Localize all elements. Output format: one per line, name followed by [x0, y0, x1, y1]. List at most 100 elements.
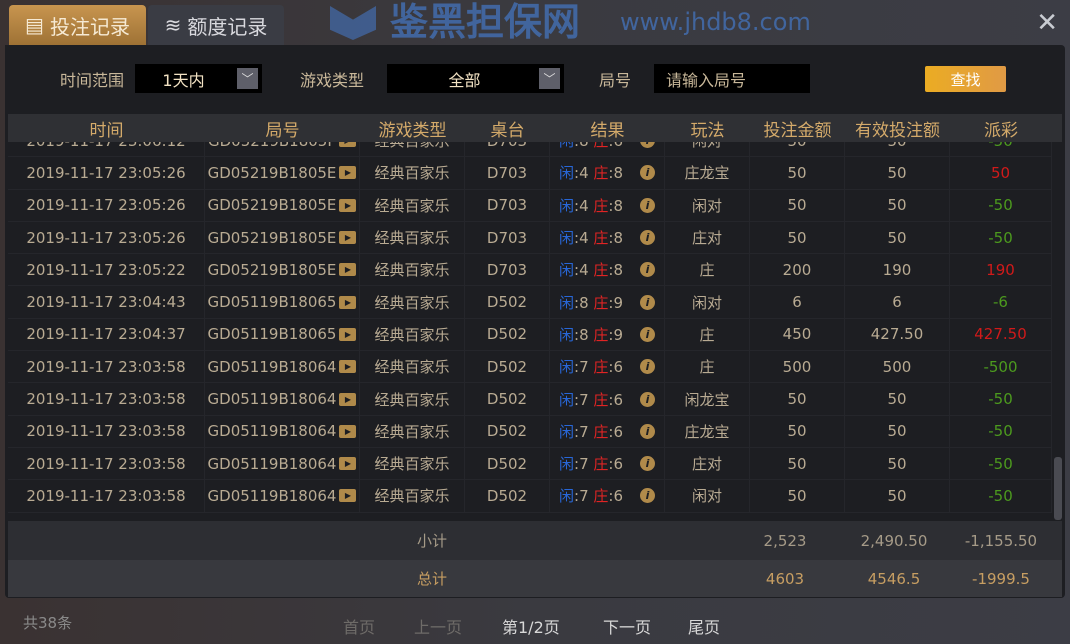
round-cell: GD05219B1805E ▶ — [205, 157, 360, 189]
player-score: 8 — [579, 142, 589, 150]
round-cell: GD05119B18064 ▶ — [205, 383, 360, 415]
column-header: 投注金额 — [763, 120, 832, 141]
play-video-icon[interactable]: ▶ — [339, 263, 357, 277]
result-cell: 闲:7 庄:6 i — [550, 383, 665, 415]
play-video-icon[interactable]: ▶ — [339, 360, 357, 374]
result-cell: 闲:8 庄:6i — [550, 142, 665, 157]
search-button[interactable]: 查找 — [925, 66, 1006, 92]
total-amount: 4603 — [765, 569, 805, 588]
player-score: 7 — [579, 455, 589, 474]
valid-amount-cell: 50 — [845, 383, 950, 415]
amount-cell: 6 — [750, 286, 845, 318]
info-icon[interactable]: i — [640, 326, 656, 342]
total-label: 总计 — [416, 570, 448, 588]
round-cell: GD05119B18064 ▶ — [205, 351, 360, 383]
play-video-icon[interactable]: ▶ — [339, 295, 357, 309]
result-cell: 闲:7 庄:6 i — [550, 447, 665, 480]
play-video-icon[interactable]: ▶ — [339, 166, 357, 180]
info-icon[interactable]: i — [640, 359, 656, 375]
player-label: 闲 — [559, 142, 574, 150]
round-id: GD05119B18064 — [207, 357, 337, 376]
round-id: GD05219B1805E — [207, 260, 337, 279]
amount-cell: 50 — [750, 189, 845, 221]
bet-type-cell: 庄龙宝 — [665, 157, 750, 189]
info-icon[interactable]: i — [640, 294, 656, 310]
next-page-link[interactable]: 下一页 — [603, 618, 652, 637]
info-icon[interactable]: i — [640, 423, 656, 439]
time-cell: 2019-11-17 23:04:43 — [8, 286, 205, 318]
round-id: GD05119B18064 — [207, 390, 337, 409]
player-score: 8 — [579, 325, 589, 344]
record-count: 共38条 — [23, 614, 73, 632]
game-cell: 经典百家乐 — [360, 447, 465, 480]
time-range-value: 1天内 — [162, 70, 205, 90]
time-cell: 2019-11-17 23:04:37 — [8, 318, 205, 351]
play-video-icon[interactable]: ▶ — [339, 457, 357, 471]
table-cell: D703 — [465, 221, 550, 254]
last-page-link[interactable]: 尾页 — [688, 618, 721, 637]
play-video-icon[interactable]: ▶ — [339, 231, 357, 245]
subtotal-row: 小计 2,523 2,490.50 -1,155.50 — [8, 521, 1062, 560]
play-video-icon[interactable]: ▶ — [339, 489, 357, 503]
payout-cell: -50 — [950, 221, 1052, 254]
player-score: 7 — [579, 487, 589, 506]
table-header: 时间 局号 游戏类型 桌台 结果 玩法 投注金额 有效投注额 派彩 — [8, 114, 1062, 142]
payout-cell: 50 — [950, 157, 1052, 189]
info-icon[interactable]: i — [640, 142, 656, 149]
payout-cell: -6 — [950, 286, 1052, 318]
payout-cell: -50 — [950, 447, 1052, 480]
time-cell: 2019-11-17 23:03:58 — [8, 415, 205, 447]
round-cell: GD05119B18065 ▶ — [205, 286, 360, 318]
tab-credit-records[interactable]: ≋ 额度记录 — [148, 5, 284, 45]
valid-amount-cell: 50 — [845, 221, 950, 254]
table-row: 2019-11-17 23:05:26 GD05219B1805E ▶ 经典百家乐… — [8, 157, 1052, 190]
play-video-icon[interactable]: ▶ — [339, 198, 357, 212]
info-icon[interactable]: i — [640, 391, 656, 407]
scrollbar[interactable] — [1054, 457, 1062, 520]
result-cell: 闲:8 庄:9 i — [550, 318, 665, 351]
info-icon[interactable]: i — [640, 456, 656, 472]
time-cell: 2019-11-17 23:05:26 — [8, 189, 205, 221]
table-cell: D502 — [465, 351, 550, 383]
table-cell: D502 — [465, 447, 550, 480]
player-score: 7 — [579, 358, 589, 377]
player-label: 闲 — [558, 293, 574, 312]
amount-cell: 450 — [750, 318, 845, 351]
game-cell: 经典百家乐 — [360, 286, 465, 318]
amount-cell: 50 — [750, 142, 845, 157]
column-header: 结果 — [590, 120, 625, 141]
bet-type-cell: 闲对 — [665, 189, 750, 221]
first-page-link[interactable]: 首页 — [343, 618, 376, 637]
round-cell: GD05219B1805F▶ — [205, 142, 360, 157]
play-video-icon[interactable]: ▶ — [339, 327, 357, 341]
player-label: 闲 — [558, 390, 574, 409]
payout-cell: 427.50 — [950, 318, 1052, 351]
play-video-icon[interactable]: ▶ — [339, 424, 357, 438]
info-icon[interactable]: i — [640, 262, 656, 278]
info-icon[interactable]: i — [640, 230, 656, 246]
result-cell: 闲:8 庄:9 i — [550, 286, 665, 318]
game-type-select[interactable]: 全部 ﹀ — [387, 64, 564, 93]
time-cell: 2019-11-17 23:03:58 — [8, 383, 205, 415]
banker-score: 6 — [613, 390, 624, 409]
info-icon[interactable]: i — [640, 488, 656, 504]
banker-label: 庄 — [593, 325, 609, 344]
play-video-icon[interactable]: ▶ — [339, 392, 357, 406]
player-score: 4 — [579, 196, 589, 215]
watermark-text: 鉴黑担保网 — [390, 0, 581, 44]
table-cell: D703 — [465, 157, 550, 189]
game-type-value: 全部 — [448, 70, 481, 90]
amount-cell: 50 — [750, 221, 845, 254]
round-input[interactable]: 请输入局号 — [654, 64, 810, 93]
close-icon[interactable]: ✕ — [1036, 8, 1058, 38]
valid-amount-cell: 190 — [845, 254, 950, 286]
payout-cell: -50 — [950, 383, 1052, 415]
time-range-select[interactable]: 1天内 ﹀ — [135, 64, 262, 93]
info-icon[interactable]: i — [640, 165, 656, 181]
play-video-icon[interactable]: ▶ — [338, 142, 356, 148]
payout-cell: -50 — [950, 415, 1052, 447]
tab-bet-records[interactable]: ▤ 投注记录 — [9, 5, 146, 45]
info-icon[interactable]: i — [640, 197, 656, 213]
prev-page-link[interactable]: 上一页 — [414, 618, 463, 637]
valid-amount-cell: 50 — [845, 142, 950, 157]
